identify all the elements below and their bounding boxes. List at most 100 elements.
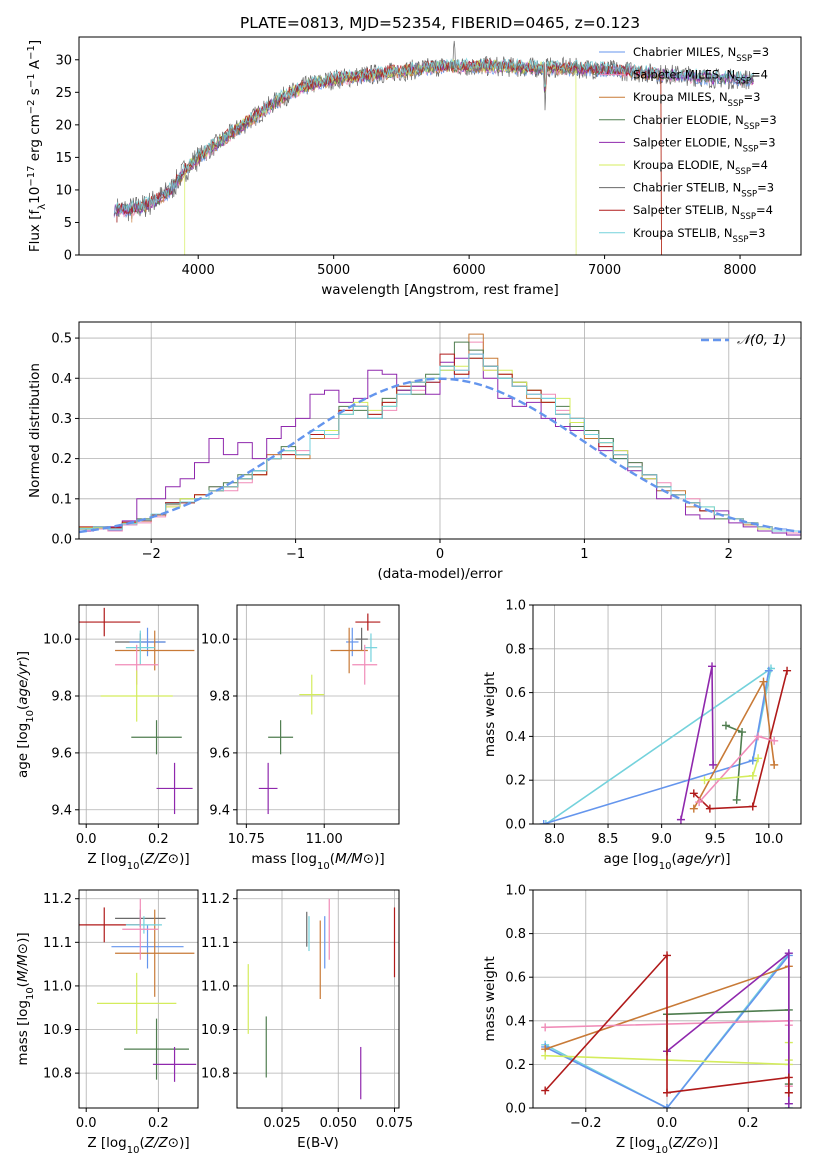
label-part: Z [log: [87, 1135, 126, 1151]
x-axis-label: wavelength [Angstrom, rest frame]: [321, 282, 559, 298]
x-tick-label: 0.2: [148, 832, 169, 847]
weight-marker: [708, 662, 717, 671]
weight-marker: [539, 820, 548, 824]
axes-7: −0.2 0.0 0.2 0.0 0.2 0.4 0.6 0.8 1.0: [505, 884, 802, 1131]
x-tick-label: 10.0: [754, 832, 783, 847]
y-axis-label: mass weight: [482, 672, 498, 757]
legend-tail: =3: [760, 113, 777, 127]
y-axis-label: Normed distribution: [27, 363, 43, 498]
label-part: (: [139, 1135, 144, 1151]
legend-text: Kroupa STELIB, N: [633, 226, 733, 240]
legend-tail: =3: [743, 90, 760, 104]
legend-entry: Kroupa ELODIE, NSSP=4: [633, 158, 768, 177]
y-tick-label: 0.1: [51, 492, 72, 507]
y-tick-label: 10.9: [43, 1023, 72, 1038]
legend-subscript: SSP: [735, 77, 751, 87]
axes-1: −2 −1 0 1 2 0.0 0.1 0.2 0.3 0.4 0.5 𝒩(0, 1): [51, 321, 802, 562]
x-tick-label: 5000: [317, 263, 350, 278]
axes-3: 10.75 11.00 9.4 9.6 9.8 10.0: [201, 604, 400, 847]
y-tick-label: 0.5: [51, 332, 72, 347]
x-tick-label: 0.0: [76, 1116, 97, 1131]
y-tick-label: 0.4: [51, 372, 72, 387]
weight-marker: [721, 721, 730, 730]
weight-marker: [732, 795, 741, 804]
axes-frame: [532, 604, 802, 825]
weight-marker: [695, 798, 704, 807]
weight-marker: [754, 732, 763, 741]
label-part: age/yr: [15, 660, 31, 705]
label-part: (: [668, 1135, 673, 1151]
y-tick-label: 0.0: [505, 818, 526, 833]
weight-marker: [783, 666, 792, 675]
label-part: )]: [15, 932, 31, 943]
axes-frame: [236, 889, 400, 1109]
legend-text: Salpeter STELIB, N: [633, 203, 740, 217]
y-tick-label: 9.8: [51, 690, 72, 705]
axes-frame: [532, 889, 802, 1109]
label-part: (: [671, 851, 676, 867]
label-part: mass [log: [251, 851, 317, 867]
legend-subscript: SSP: [735, 167, 751, 177]
legend-entry: Kroupa MILES, NSSP=3: [633, 90, 760, 109]
y-tick-label: 9.4: [209, 803, 230, 818]
weight-marker: [663, 1088, 671, 1097]
weight-marker: [754, 754, 763, 763]
weight-marker: [709, 760, 718, 769]
legend-entry: Chabrier MILES, NSSP=3: [633, 45, 769, 64]
y-tick-label: 9.4: [51, 803, 72, 818]
legend-tail: =4: [751, 158, 768, 172]
y-tick-label: 0.2: [505, 774, 526, 789]
axes-frame: [78, 889, 199, 1109]
y-tick-label: 30: [55, 53, 72, 68]
axes-frame: [78, 604, 199, 825]
normal-curve: [79, 377, 801, 534]
x-tick-label: 0.0: [76, 832, 97, 847]
weight-line: [693, 679, 775, 810]
weight-marker: [748, 802, 757, 811]
legend-text: Chabrier ELODIE, N: [633, 113, 744, 127]
y-tick-label: 10: [55, 183, 72, 198]
y-tick-label: 10.8: [43, 1067, 72, 1082]
label-part: Z/Z⊙: [672, 1135, 707, 1151]
label-part: (: [15, 705, 31, 710]
x-axis-label: E(B-V): [297, 1135, 339, 1151]
weight-marker: [541, 1051, 550, 1060]
y-tick-label: 0.0: [51, 533, 72, 548]
label-part: Z/Z⊙: [144, 1135, 179, 1151]
weight-marker: [663, 951, 671, 960]
y-tick-label: 0.2: [505, 1058, 526, 1073]
y-tick-label: 9.6: [209, 746, 230, 761]
legend-text: Salpeter ELODIE, N: [633, 135, 743, 149]
x-axis-label: (data-model)/error: [377, 566, 503, 582]
label-part: Flux [f: [27, 209, 43, 253]
y-tick-label: 0.2: [51, 452, 72, 467]
x-axis-label: Z [log10(Z/Z⊙)]: [87, 851, 189, 872]
label-part: )]: [179, 851, 190, 867]
plot-area: [533, 605, 801, 824]
legend-text: Chabrier STELIB, N: [633, 181, 741, 195]
legend-subscript: SSP: [736, 54, 752, 64]
x-tick-label: 0.025: [263, 1116, 300, 1131]
x-tick-label: 4000: [182, 263, 215, 278]
legend-text: Kroupa ELODIE, N: [633, 158, 735, 172]
weight-marker: [705, 804, 714, 813]
weight-marker: [663, 1104, 671, 1108]
legend-text: Kroupa MILES, N: [633, 90, 728, 104]
label-part: age/yr: [677, 851, 722, 867]
x-tick-label: 2: [725, 547, 733, 562]
model-spectrum-line: [184, 58, 577, 255]
legend-tail: =4: [756, 203, 773, 217]
y-tick-label: 11.1: [43, 936, 72, 951]
axes-6: 0.025 0.050 0.075 10.8 10.9 11.0 11.1 11.2: [201, 889, 413, 1131]
label-part: λ: [37, 204, 48, 210]
y-tick-label: 11.0: [201, 979, 230, 994]
y-tick-label: 0.6: [505, 686, 526, 701]
model-spectrum-line: [113, 57, 754, 214]
y-tick-label: 11.2: [201, 892, 230, 907]
axes-5: 0.0 0.2 10.8 10.9 11.0 11.1 11.2: [43, 889, 199, 1131]
x-tick-label: 0: [436, 547, 444, 562]
x-axis-label: mass [log10(M/M⊙)]: [251, 851, 384, 872]
label-part: M/M⊙: [15, 943, 31, 982]
x-tick-label: −1: [286, 547, 305, 562]
